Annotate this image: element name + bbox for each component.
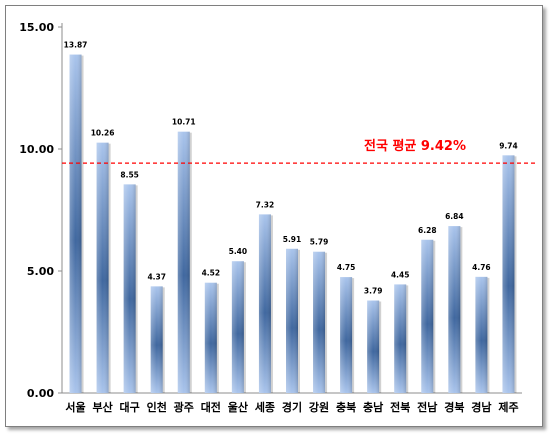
data-label: 6.28 bbox=[418, 226, 437, 235]
y-tick-label: 5.00 bbox=[27, 265, 54, 278]
x-tick-label: 서울 bbox=[65, 400, 85, 414]
bar-highlight bbox=[394, 284, 407, 393]
bars bbox=[69, 54, 517, 394]
x-tick-label: 대구 bbox=[120, 400, 140, 414]
x-tick-label: 경기 bbox=[282, 400, 302, 414]
x-tick-label: 부산 bbox=[92, 400, 112, 414]
y-tick-label: 15.00 bbox=[19, 21, 54, 34]
x-tick-label: 울산 bbox=[228, 400, 248, 414]
average-label: 전국 평균 9.42% bbox=[364, 138, 466, 154]
x-tick-label: 경남 bbox=[471, 400, 491, 414]
x-tick-label: 충북 bbox=[336, 400, 356, 414]
bar-highlight bbox=[313, 251, 326, 393]
data-label: 5.91 bbox=[283, 235, 302, 244]
x-tick-label: 대전 bbox=[201, 400, 221, 414]
bar-highlight bbox=[367, 300, 380, 393]
bar-highlight bbox=[448, 226, 461, 393]
data-label: 4.37 bbox=[147, 272, 166, 281]
x-tick-label: 광주 bbox=[174, 401, 194, 414]
y-tick-label: 0.00 bbox=[27, 387, 54, 400]
bar-highlight bbox=[177, 131, 190, 393]
data-label: 9.74 bbox=[499, 141, 518, 150]
data-label: 5.79 bbox=[310, 238, 329, 247]
data-label: 6.84 bbox=[445, 212, 464, 221]
x-tick-label: 전남 bbox=[417, 400, 437, 414]
x-tick-label: 경북 bbox=[444, 400, 464, 414]
x-tick-label: 인천 bbox=[147, 400, 167, 414]
axes: 0.00 5.00 10.00 15.00 bbox=[19, 21, 522, 400]
x-tick-label: 강원 bbox=[309, 400, 329, 414]
bar-highlight bbox=[231, 261, 244, 393]
data-label: 10.26 bbox=[91, 129, 115, 138]
x-tick-label: 제주 bbox=[498, 400, 518, 414]
data-label: 13.87 bbox=[64, 41, 88, 50]
bar-highlight bbox=[258, 214, 271, 393]
average-line-group: 전국 평균 9.42% bbox=[62, 138, 538, 164]
data-label: 4.45 bbox=[391, 270, 410, 279]
bar-highlight bbox=[204, 282, 217, 393]
data-label: 4.75 bbox=[337, 263, 356, 272]
data-label: 4.76 bbox=[472, 263, 491, 272]
x-tick-label: 전북 bbox=[390, 400, 410, 414]
bar-highlight bbox=[123, 184, 136, 393]
data-label: 8.55 bbox=[120, 170, 139, 179]
bar-highlight bbox=[502, 155, 515, 393]
data-label: 5.40 bbox=[229, 247, 248, 256]
bar-highlight bbox=[421, 239, 434, 393]
bar-highlight bbox=[340, 277, 353, 393]
x-tick-label: 충남 bbox=[363, 400, 383, 414]
bar-highlight bbox=[150, 286, 163, 393]
data-label: 7.32 bbox=[256, 200, 275, 209]
labels: 13.87 서울 10.26 부산 8.55 대구 4.37 인천 10.71 광주 4.52 대전 5… bbox=[64, 41, 519, 414]
x-tick-label: 세종 bbox=[255, 400, 275, 414]
bar-highlight bbox=[286, 248, 298, 393]
bar-highlight bbox=[69, 54, 82, 394]
data-label: 10.71 bbox=[172, 118, 196, 127]
data-label: 4.52 bbox=[202, 269, 221, 278]
bar-highlight bbox=[96, 142, 109, 393]
y-tick-label: 10.00 bbox=[19, 143, 54, 156]
data-label: 3.79 bbox=[364, 287, 383, 296]
bar-highlight bbox=[475, 276, 488, 393]
